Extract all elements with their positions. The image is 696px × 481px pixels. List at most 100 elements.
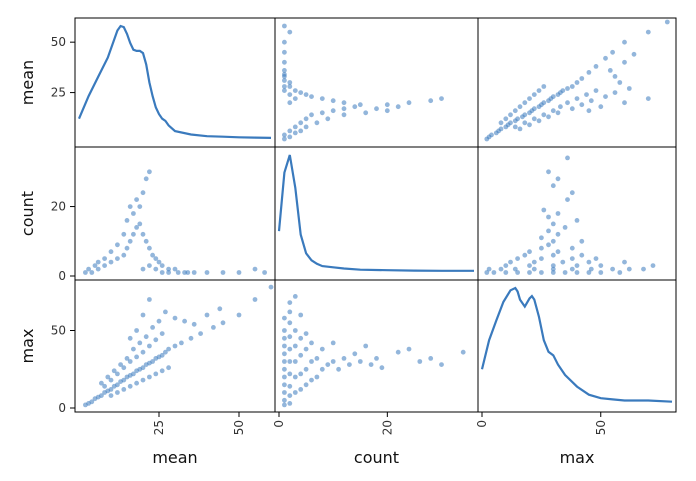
scatter-point bbox=[531, 266, 537, 272]
scatter-point bbox=[236, 270, 242, 275]
y-tick-label-count: 0 bbox=[58, 269, 66, 283]
scatter-point bbox=[124, 218, 130, 223]
scatter-point bbox=[134, 225, 140, 230]
scatter-point bbox=[282, 315, 287, 321]
scatter-point bbox=[579, 252, 585, 258]
scatter-point bbox=[282, 366, 287, 372]
scatter-point bbox=[603, 55, 608, 61]
scatter-point bbox=[298, 352, 304, 358]
scatter-point bbox=[593, 256, 599, 261]
scatter-point bbox=[127, 204, 133, 210]
scatter-point bbox=[610, 49, 615, 55]
scatter-point bbox=[357, 102, 363, 108]
scatter-point bbox=[550, 238, 556, 244]
scatter-point bbox=[539, 270, 544, 275]
scatter-point bbox=[127, 383, 133, 389]
scatter-point bbox=[314, 356, 320, 361]
scatter-point bbox=[550, 94, 556, 99]
scatter-point bbox=[550, 183, 556, 189]
scatter-point bbox=[118, 362, 123, 367]
scatter-point bbox=[319, 346, 325, 352]
scatter-point bbox=[298, 371, 304, 377]
scatter-point bbox=[325, 362, 331, 367]
scatter-point bbox=[574, 263, 580, 268]
scatter-point bbox=[508, 120, 513, 126]
scatter-point bbox=[298, 387, 304, 392]
scatter-point bbox=[555, 176, 561, 182]
scatter-point bbox=[99, 380, 104, 386]
scatter-point bbox=[664, 19, 670, 25]
scatter-point bbox=[586, 270, 592, 275]
scatter-point bbox=[384, 108, 390, 114]
scatter-point bbox=[374, 356, 379, 361]
scatter-point bbox=[292, 390, 298, 395]
scatter-point bbox=[531, 106, 537, 112]
scatter-point bbox=[282, 39, 287, 45]
scatter-point bbox=[108, 249, 114, 255]
scatter-point bbox=[541, 207, 547, 213]
scatter-point bbox=[522, 112, 528, 118]
scatter-point bbox=[292, 328, 298, 333]
scatter-point bbox=[163, 309, 168, 315]
scatter-point bbox=[147, 263, 152, 268]
scatter-point bbox=[220, 320, 226, 326]
scatter-point bbox=[517, 126, 523, 132]
x-tick-label-max: 50 bbox=[594, 420, 608, 435]
scatter-point bbox=[143, 334, 149, 340]
scatter-point bbox=[252, 297, 258, 302]
scatter-point bbox=[159, 263, 165, 268]
scatter-point bbox=[282, 84, 287, 89]
scatter-point bbox=[303, 92, 309, 97]
panel-frame bbox=[477, 279, 677, 413]
scatter-point bbox=[298, 312, 304, 318]
scatter-point bbox=[292, 88, 298, 93]
scatter-point bbox=[303, 116, 309, 122]
scatter-point bbox=[105, 374, 111, 380]
scatter-point bbox=[503, 263, 509, 268]
scatter-point bbox=[645, 29, 651, 35]
scatter-point bbox=[143, 238, 149, 244]
scatter-point bbox=[204, 312, 210, 318]
scatter-point bbox=[515, 256, 520, 261]
scatter-point bbox=[645, 96, 651, 101]
panel-count-vs-mean bbox=[74, 146, 276, 281]
scatter-point bbox=[282, 374, 287, 380]
scatter-point bbox=[417, 359, 423, 364]
scatter-point bbox=[282, 88, 287, 93]
scatter-point bbox=[536, 118, 542, 124]
scatter-point bbox=[622, 39, 627, 45]
scatter-point bbox=[428, 356, 434, 361]
scatter-point bbox=[111, 368, 117, 374]
scatter-point bbox=[546, 114, 551, 120]
scatter-point bbox=[95, 266, 101, 272]
scatter-point bbox=[546, 214, 551, 220]
scatter-point bbox=[406, 100, 412, 106]
scatter-point bbox=[150, 252, 156, 258]
y-axis-label-max: max bbox=[18, 329, 37, 364]
x-tick-label-count: 0 bbox=[272, 420, 286, 428]
scatter-point bbox=[569, 266, 575, 272]
scatter-point bbox=[166, 346, 172, 352]
panel-mean-vs-count bbox=[274, 17, 479, 148]
scatter-point bbox=[550, 263, 556, 268]
scatter-point bbox=[131, 371, 136, 377]
scatter-point bbox=[550, 108, 556, 114]
scatter-point bbox=[546, 242, 551, 248]
scatter-point bbox=[550, 266, 556, 272]
scatter-point bbox=[124, 245, 130, 251]
scatter-point bbox=[287, 309, 293, 315]
scatter-point bbox=[287, 84, 293, 89]
scatter-point bbox=[330, 98, 336, 104]
scatter-point bbox=[560, 88, 566, 93]
scatter-point bbox=[522, 100, 528, 106]
scatter-point bbox=[484, 270, 490, 275]
scatter-point bbox=[586, 259, 592, 265]
panel-max-vs-max bbox=[477, 279, 677, 413]
scatter-point bbox=[550, 270, 556, 275]
labels-layer: 25 50 mean 0 20 count 0 50 max 25 50 mean 0 20 count 0 5… bbox=[18, 35, 608, 467]
scatter-point bbox=[282, 68, 287, 73]
scatter-point bbox=[282, 397, 287, 403]
scatter-point bbox=[102, 256, 107, 261]
y-tick-label-count: 20 bbox=[51, 200, 66, 214]
scatter-point bbox=[309, 94, 314, 99]
